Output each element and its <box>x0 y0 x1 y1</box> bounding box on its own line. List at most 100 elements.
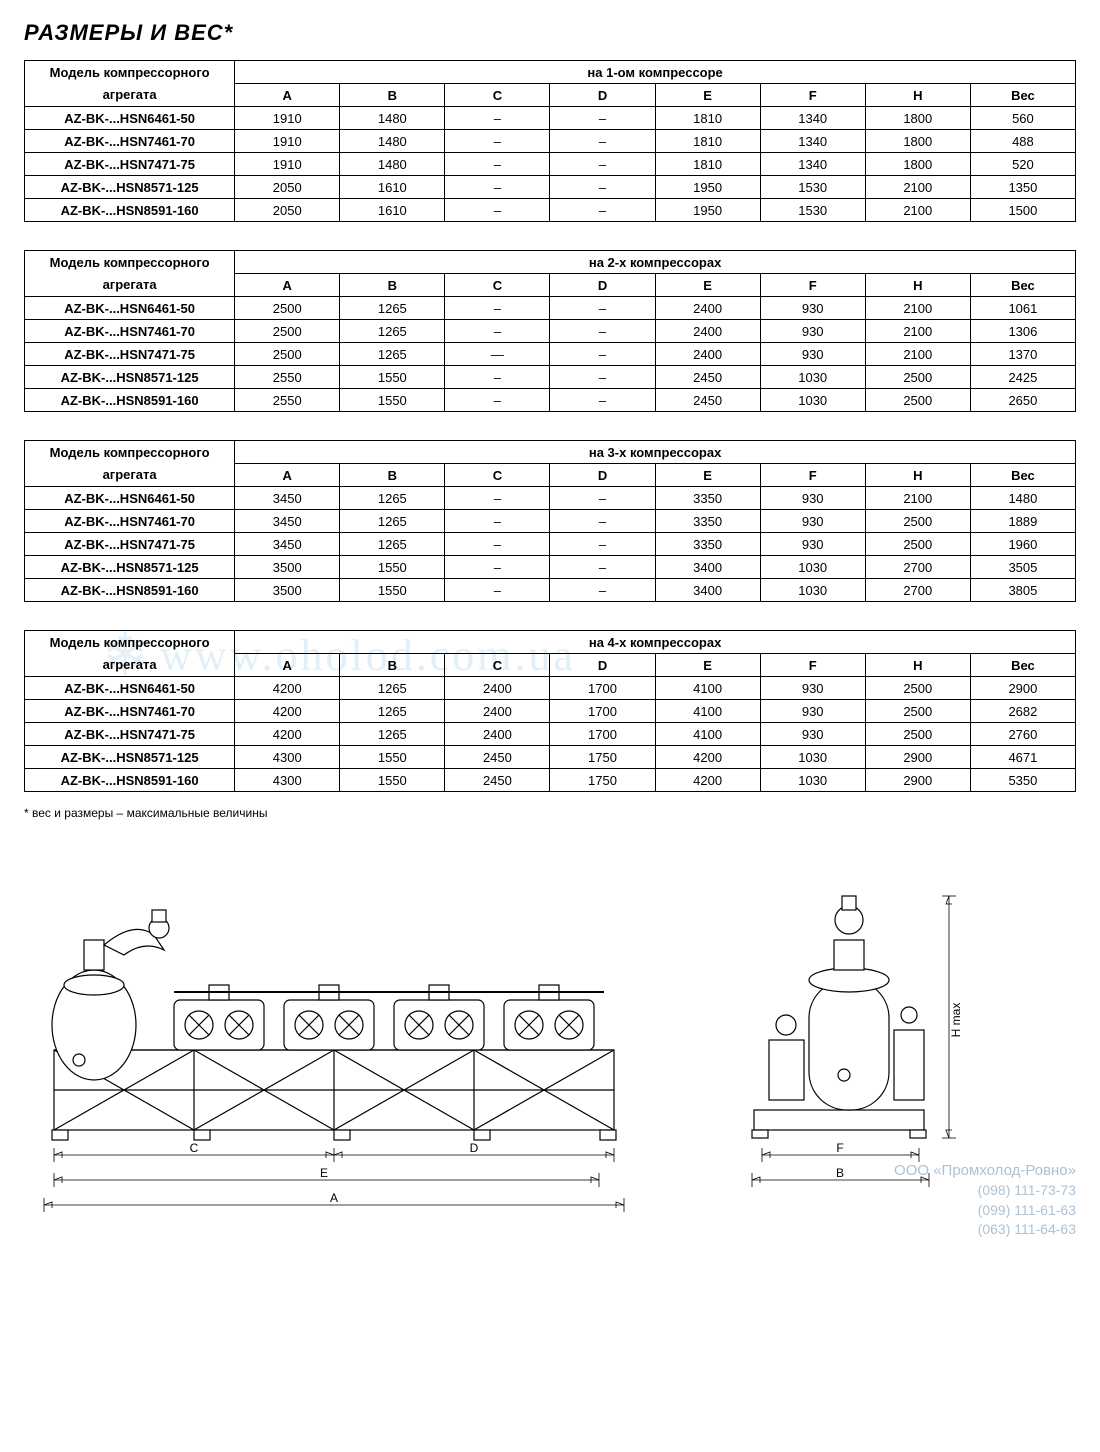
value-cell: – <box>445 556 550 579</box>
value-cell: 3805 <box>970 579 1075 602</box>
value-cell: – <box>445 153 550 176</box>
value-cell: 2500 <box>235 343 340 366</box>
value-cell: 1265 <box>340 297 445 320</box>
value-cell: 4200 <box>655 769 760 792</box>
dim-label-d: D <box>470 1141 479 1155</box>
value-cell: 2100 <box>865 176 970 199</box>
value-cell: 4200 <box>235 677 340 700</box>
dim-label-e: E <box>320 1166 328 1180</box>
value-cell: – <box>550 487 655 510</box>
dim-label-h: H max <box>949 1003 963 1038</box>
dim-label-a: A <box>330 1191 338 1205</box>
value-cell: 1750 <box>550 769 655 792</box>
column-header: C <box>445 464 550 487</box>
table-row: AZ-BK-...HSN8571-12525501550––2450103025… <box>25 366 1076 389</box>
value-cell: 2500 <box>865 510 970 533</box>
value-cell: 2500 <box>865 677 970 700</box>
value-cell: 2400 <box>445 700 550 723</box>
value-cell: – <box>445 320 550 343</box>
model-cell: AZ-BK-...HSN7471-75 <box>25 533 235 556</box>
table-row: AZ-BK-...HSN7461-7034501265––33509302500… <box>25 510 1076 533</box>
value-cell: – <box>550 343 655 366</box>
model-cell: AZ-BK-...HSN6461-50 <box>25 677 235 700</box>
value-cell: 4300 <box>235 769 340 792</box>
value-cell: 3505 <box>970 556 1075 579</box>
header-model-line1: Модель компрессорного <box>25 251 235 274</box>
table-row: AZ-BK-...HSN8571-12543001550245017504200… <box>25 746 1076 769</box>
column-header: C <box>445 274 550 297</box>
value-cell: 1530 <box>760 176 865 199</box>
contact-phone: (098) 111-73-73 <box>894 1181 1076 1201</box>
value-cell: 560 <box>970 107 1075 130</box>
value-cell: 2700 <box>865 556 970 579</box>
model-cell: AZ-BK-...HSN8591-160 <box>25 389 235 412</box>
table-row: AZ-BK-...HSN7461-7019101480––18101340180… <box>25 130 1076 153</box>
value-cell: 1550 <box>340 366 445 389</box>
value-cell: – <box>550 297 655 320</box>
spec-table: Модель компрессорногона 3-х компрессорах… <box>24 440 1076 602</box>
column-header: C <box>445 84 550 107</box>
column-header: D <box>550 274 655 297</box>
header-model-line2: агрегата <box>25 274 235 297</box>
value-cell: – <box>550 199 655 222</box>
value-cell: 4200 <box>235 723 340 746</box>
column-header: A <box>235 464 340 487</box>
column-header: E <box>655 84 760 107</box>
value-cell: 2700 <box>865 579 970 602</box>
value-cell: 2650 <box>970 389 1075 412</box>
value-cell: 2400 <box>445 677 550 700</box>
header-model-line2: агрегата <box>25 464 235 487</box>
value-cell: 930 <box>760 700 865 723</box>
column-header: H <box>865 274 970 297</box>
value-cell: 1700 <box>550 677 655 700</box>
value-cell: 1910 <box>235 130 340 153</box>
value-cell: 1889 <box>970 510 1075 533</box>
value-cell: 2450 <box>655 389 760 412</box>
value-cell: 1530 <box>760 199 865 222</box>
value-cell: – <box>445 176 550 199</box>
model-cell: AZ-BK-...HSN8591-160 <box>25 769 235 792</box>
value-cell: 1910 <box>235 153 340 176</box>
value-cell: 3450 <box>235 533 340 556</box>
table-row: AZ-BK-...HSN8591-16020501610––1950153021… <box>25 199 1076 222</box>
value-cell: 2400 <box>655 343 760 366</box>
table-row: AZ-BK-...HSN7471-75420012652400170041009… <box>25 723 1076 746</box>
table-caption: на 2-х компрессорах <box>235 251 1076 274</box>
model-cell: AZ-BK-...HSN8571-125 <box>25 556 235 579</box>
value-cell: 4671 <box>970 746 1075 769</box>
column-header: B <box>340 274 445 297</box>
model-cell: AZ-BK-...HSN7471-75 <box>25 153 235 176</box>
value-cell: 2400 <box>445 723 550 746</box>
value-cell: 1265 <box>340 533 445 556</box>
value-cell: 1350 <box>970 176 1075 199</box>
value-cell: – <box>445 297 550 320</box>
value-cell: 1265 <box>340 510 445 533</box>
value-cell: 1700 <box>550 723 655 746</box>
value-cell: 1810 <box>655 107 760 130</box>
value-cell: – <box>445 510 550 533</box>
value-cell: 1550 <box>340 769 445 792</box>
value-cell: 520 <box>970 153 1075 176</box>
column-header: D <box>550 464 655 487</box>
table-row: AZ-BK-...HSN8591-16035001550––3400103027… <box>25 579 1076 602</box>
value-cell: 930 <box>760 343 865 366</box>
value-cell: 3350 <box>655 510 760 533</box>
column-header: E <box>655 274 760 297</box>
page-title: РАЗМЕРЫ И ВЕС* <box>24 20 1076 46</box>
value-cell: – <box>550 366 655 389</box>
column-header: H <box>865 84 970 107</box>
value-cell: 930 <box>760 297 865 320</box>
value-cell: 2100 <box>865 199 970 222</box>
value-cell: 1480 <box>970 487 1075 510</box>
footnote: * вес и размеры – максимальные величины <box>24 806 1076 820</box>
value-cell: 4100 <box>655 700 760 723</box>
value-cell: 1030 <box>760 389 865 412</box>
column-header: B <box>340 464 445 487</box>
value-cell: 1810 <box>655 153 760 176</box>
table-row: AZ-BK-...HSN8571-12520501610––1950153021… <box>25 176 1076 199</box>
value-cell: – <box>445 579 550 602</box>
header-model-line2: агрегата <box>25 654 235 677</box>
value-cell: – <box>550 579 655 602</box>
value-cell: 2500 <box>865 533 970 556</box>
column-header: H <box>865 464 970 487</box>
